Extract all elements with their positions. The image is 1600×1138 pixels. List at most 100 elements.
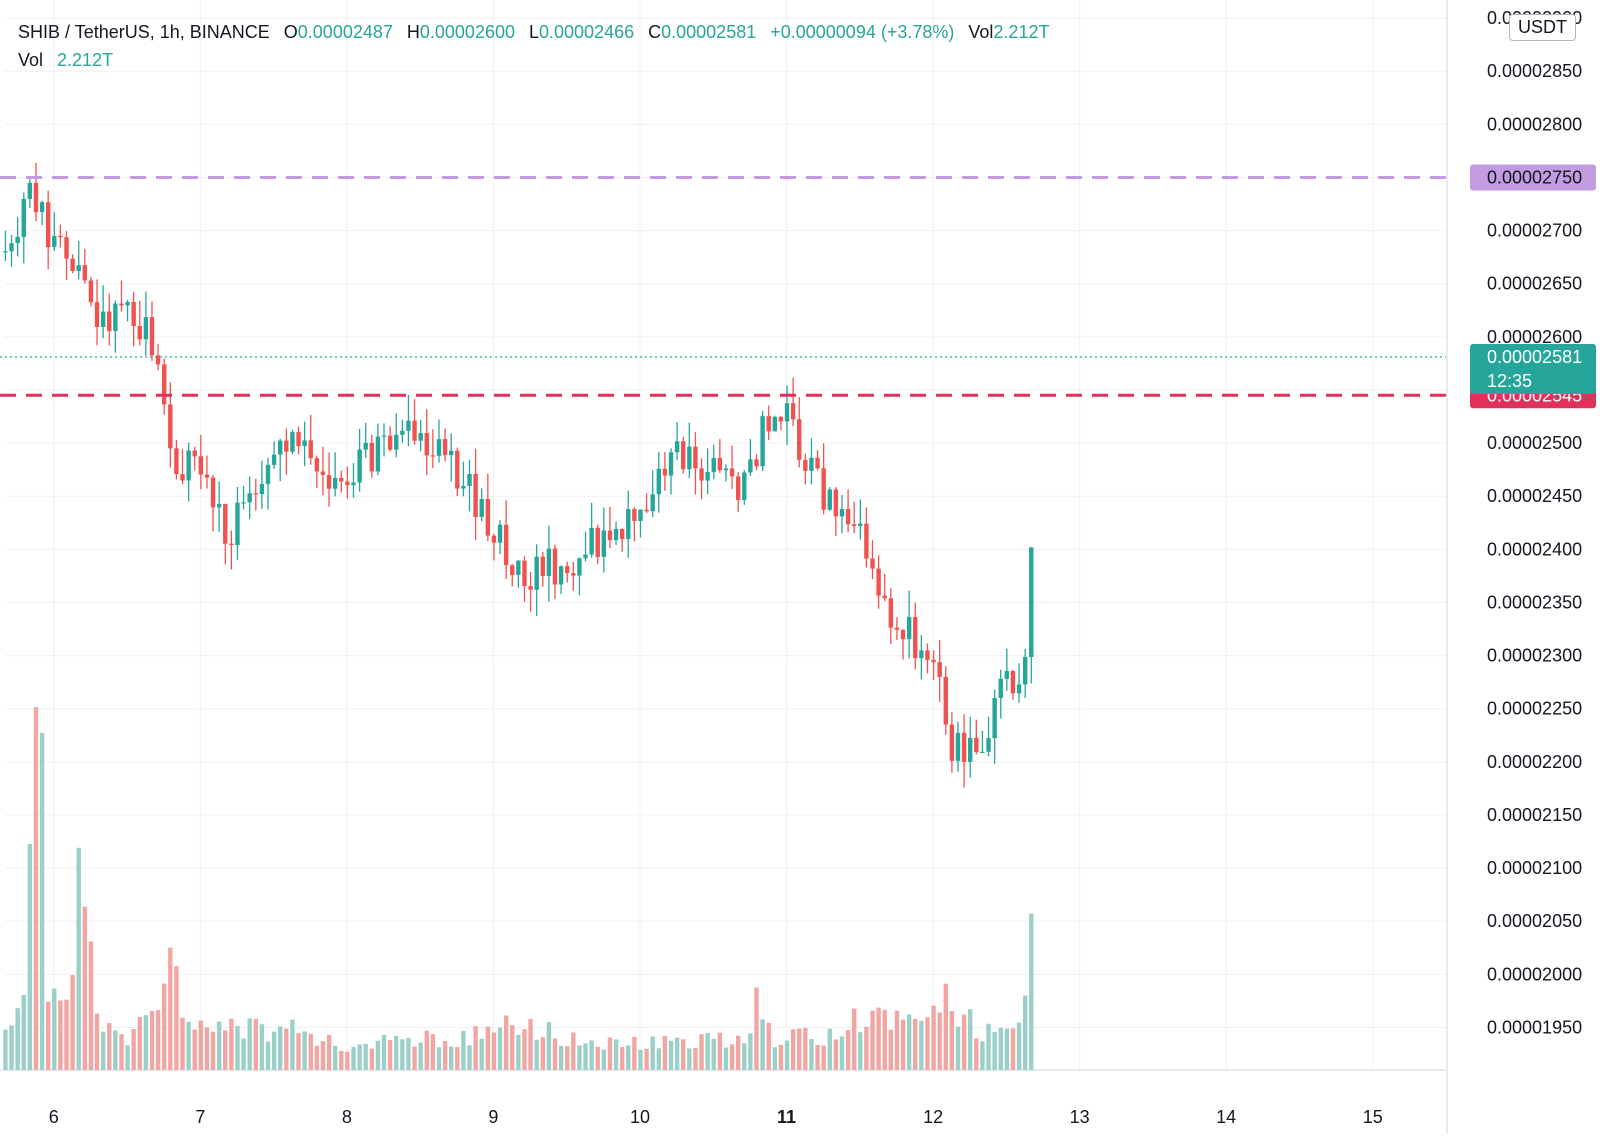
volume-bar — [827, 1028, 832, 1070]
volume-bar — [845, 1030, 851, 1070]
volume-bar — [1029, 913, 1034, 1070]
candle-body — [760, 416, 765, 467]
currency-unit-button[interactable]: USDT — [1509, 14, 1576, 41]
candle-body — [406, 420, 411, 431]
candle-body — [100, 311, 106, 327]
volume-bar — [662, 1036, 668, 1070]
volume-bar — [1004, 1028, 1010, 1070]
candle-body — [943, 676, 948, 725]
candle-body — [589, 527, 594, 555]
symbol-title[interactable]: SHIB / TetherUS, 1h, BINANCE — [18, 22, 270, 42]
candle-body — [430, 455, 436, 457]
volume-bar — [949, 1010, 955, 1070]
candle-body — [937, 662, 942, 677]
candle-body — [131, 302, 136, 327]
candle-body — [332, 477, 338, 489]
price-axis[interactable]: 0.00001950 0.00002000 0.00002050 0.00002100… — [1487, 8, 1582, 1037]
candle-body — [699, 468, 704, 481]
candle-body — [833, 489, 839, 517]
candle-body — [155, 355, 161, 365]
volume-bar — [149, 1010, 155, 1070]
candle-body — [955, 732, 961, 761]
volume-bar — [265, 1041, 271, 1070]
candle-body — [668, 452, 674, 476]
close-label: C — [648, 22, 662, 42]
candle-body — [858, 523, 863, 527]
volume-bar — [461, 1030, 466, 1070]
candle-body — [448, 450, 454, 456]
time-tick-label: 8 — [342, 1107, 352, 1127]
volume-bar — [858, 1032, 863, 1070]
candle-body — [565, 566, 570, 574]
volume-bar — [870, 1010, 875, 1070]
volume-bar — [448, 1046, 454, 1070]
candle-body — [986, 738, 991, 752]
volume-bar — [803, 1027, 808, 1070]
candle-body — [143, 317, 149, 340]
candle-body — [1016, 684, 1022, 694]
volume-bar — [754, 987, 759, 1070]
volume-bar — [229, 1018, 234, 1070]
candle-countdown-label: 12:35 — [1487, 371, 1532, 391]
candle-body — [39, 202, 45, 213]
low-label: L — [529, 22, 540, 42]
price-tick-label: 0.00002100 — [1487, 858, 1582, 878]
volume-bar — [485, 1026, 491, 1070]
candle-body — [241, 502, 246, 504]
volume-bar — [619, 1047, 625, 1070]
volume-bar — [351, 1046, 356, 1070]
volume-bar — [528, 1018, 533, 1070]
volume-bar — [510, 1025, 515, 1070]
volume-bar — [94, 1013, 100, 1070]
volume-bar — [15, 1008, 20, 1070]
candle-body — [845, 508, 851, 525]
price-tick-label: 0.00001950 — [1487, 1017, 1582, 1037]
candle-body — [473, 473, 478, 517]
volume-bar — [919, 1020, 924, 1070]
candle-body — [162, 364, 167, 405]
volume-bar — [876, 1007, 881, 1070]
volume-bar — [162, 983, 167, 1070]
candle-body — [442, 439, 448, 456]
price-tick-label: 0.00002500 — [1487, 433, 1582, 453]
volume-bar — [381, 1034, 387, 1070]
volume-bar — [479, 1038, 484, 1070]
candle-body — [326, 474, 332, 489]
volume-indicator-label[interactable]: Vol — [18, 50, 44, 70]
volume-bar — [216, 1021, 222, 1070]
candle-body — [15, 236, 20, 244]
candle-body — [94, 302, 100, 327]
candle-body — [540, 556, 545, 577]
candle-body — [583, 554, 588, 559]
volume-bar — [192, 1029, 197, 1070]
volume-indicator-value: 2.212T — [57, 50, 114, 70]
candle-body — [290, 432, 295, 452]
candle-body — [412, 420, 417, 441]
candle-body — [119, 303, 124, 306]
volume-bar — [674, 1037, 680, 1070]
time-axis[interactable]: 6 7 8 9 10 11 12 13 14 15 — [49, 1107, 1383, 1127]
candle-body — [650, 494, 655, 512]
symbol-legend: SHIB / TetherUS, 1h, BINANCE O0.00002487 H… — [18, 18, 1049, 74]
volume-bar — [589, 1040, 594, 1070]
candle-body — [784, 403, 790, 422]
volume-bar — [961, 1014, 967, 1070]
candle-body — [711, 457, 716, 473]
price-tick-label: 0.00002350 — [1487, 592, 1582, 612]
volume-bar — [577, 1045, 582, 1070]
volume-bar — [345, 1051, 350, 1070]
volume-bar — [882, 1009, 887, 1070]
candle-body — [827, 489, 832, 510]
volume-bar — [821, 1045, 826, 1070]
candle-body — [913, 616, 918, 659]
change-value: +0.00000094 (+3.78%) — [770, 22, 955, 42]
price-tick-label: 0.00002450 — [1487, 486, 1582, 506]
candle-body — [766, 416, 771, 432]
volume-bar — [760, 1019, 765, 1070]
price-lines — [0, 175, 1446, 397]
volume-bar — [131, 1029, 136, 1070]
candle-body — [717, 457, 723, 471]
volume-bar — [155, 1009, 161, 1070]
